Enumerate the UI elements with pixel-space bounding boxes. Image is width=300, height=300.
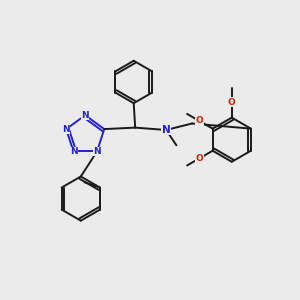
- Text: N: N: [70, 147, 77, 156]
- Text: O: O: [196, 116, 203, 125]
- Text: N: N: [81, 111, 89, 120]
- Text: N: N: [62, 124, 70, 134]
- Text: N: N: [162, 125, 170, 135]
- Text: N: N: [93, 147, 101, 156]
- Text: O: O: [196, 154, 203, 163]
- Text: O: O: [228, 98, 236, 107]
